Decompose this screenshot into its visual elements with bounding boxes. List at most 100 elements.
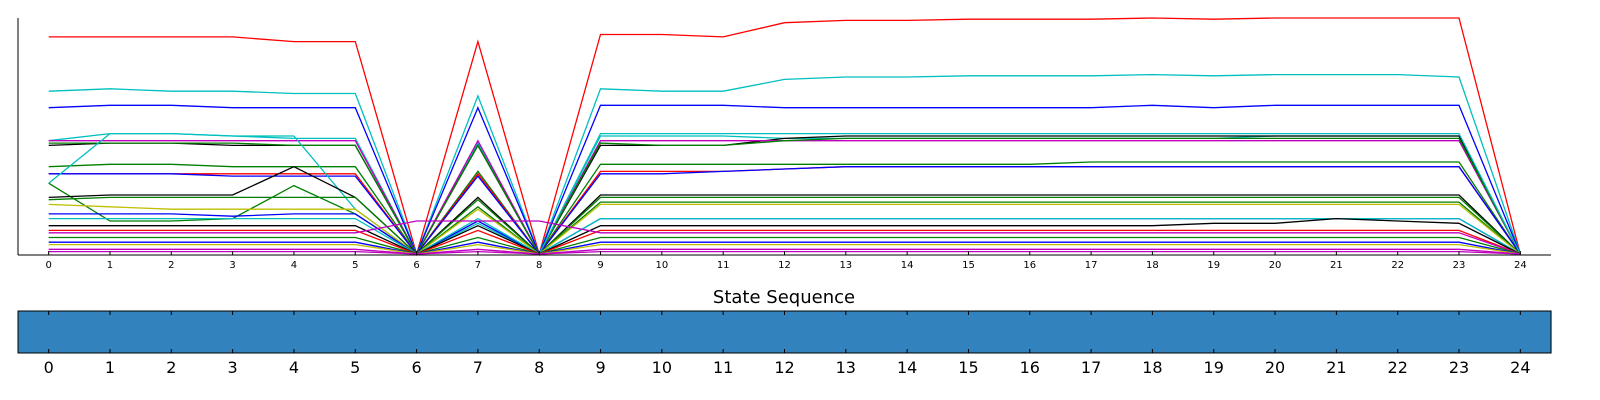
state-cell xyxy=(1060,311,1123,353)
state-x-tick-label: 16 xyxy=(1020,358,1040,377)
series-line-22 xyxy=(48,243,1521,255)
series-line-13 xyxy=(48,196,1521,255)
x-tick-label: 14 xyxy=(901,260,914,271)
series-line-14 xyxy=(48,203,1521,255)
state-x-tick-label: 6 xyxy=(411,358,421,377)
state-x-axis-ticks: 0 1 2 3 4 5 6 7 8 9 10 11 12 13 14 15 16 17 18 19 20 21 22 23 24 xyxy=(44,311,1531,377)
state-x-tick-label: 20 xyxy=(1265,358,1285,377)
state-cell xyxy=(18,311,80,353)
x-tick-label: 24 xyxy=(1514,260,1527,271)
x-tick-label: 20 xyxy=(1269,260,1282,271)
state-x-tick-label: 17 xyxy=(1081,358,1101,377)
state-cell xyxy=(324,311,387,353)
series-line-17 xyxy=(48,217,1521,255)
x-tick-label: 23 xyxy=(1453,260,1466,271)
state-cell xyxy=(447,311,510,353)
x-tick-label: 13 xyxy=(839,260,852,271)
state-x-tick-label: 15 xyxy=(958,358,978,377)
x-axis-ticks: 0 1 2 3 4 5 6 7 8 9 10 11 12 13 14 15 16 17 18 19 20 21 22 23 24 xyxy=(45,251,1527,271)
series-line-0 xyxy=(48,17,1521,257)
series-line-12 xyxy=(48,165,1521,255)
x-tick-label: 19 xyxy=(1207,260,1220,271)
state-x-tick-label: 13 xyxy=(836,358,856,377)
state-x-tick-label: 10 xyxy=(652,358,672,377)
state-cell xyxy=(1489,311,1552,353)
x-tick-label: 3 xyxy=(229,260,235,271)
state-x-tick-label: 3 xyxy=(228,358,238,377)
state-cell xyxy=(999,311,1062,353)
x-tick-label: 8 xyxy=(536,260,542,271)
x-tick-label: 10 xyxy=(655,260,668,271)
x-tick-label: 2 xyxy=(168,260,174,271)
state-x-tick-label: 18 xyxy=(1142,358,1162,377)
state-x-tick-label: 19 xyxy=(1204,358,1224,377)
state-cell xyxy=(385,311,448,353)
x-tick-label: 1 xyxy=(107,260,113,271)
state-cell xyxy=(1121,311,1184,353)
state-sequence-title: State Sequence xyxy=(713,287,855,308)
series-line-8 xyxy=(48,166,1521,256)
state-x-tick-label: 2 xyxy=(166,358,176,377)
x-tick-label: 17 xyxy=(1085,260,1098,271)
state-x-tick-label: 22 xyxy=(1388,358,1408,377)
state-cell xyxy=(1183,311,1245,353)
state-cell xyxy=(569,311,632,353)
state-cell xyxy=(1305,311,1368,353)
state-cells xyxy=(18,311,1552,353)
x-tick-label: 5 xyxy=(352,260,358,271)
series-line-21 xyxy=(48,241,1521,255)
series-line-1 xyxy=(48,73,1521,256)
series-line-19 xyxy=(48,220,1521,255)
state-x-tick-label: 21 xyxy=(1326,358,1346,377)
series-line-6 xyxy=(48,137,1521,256)
x-tick-label: 7 xyxy=(475,260,481,271)
series-line-20 xyxy=(48,236,1521,255)
x-tick-label: 6 xyxy=(413,260,419,271)
state-cell xyxy=(631,311,694,353)
series-line-11 xyxy=(48,182,1521,255)
state-x-tick-label: 14 xyxy=(897,358,917,377)
series-line-10 xyxy=(48,132,1521,255)
x-tick-label: 18 xyxy=(1146,260,1159,271)
state-cell xyxy=(508,311,571,353)
x-tick-label: 22 xyxy=(1391,260,1404,271)
state-x-tick-label: 7 xyxy=(473,358,483,377)
state-cell xyxy=(815,311,878,353)
series-line-23 xyxy=(48,248,1521,255)
x-tick-label: 4 xyxy=(291,260,297,271)
x-tick-label: 9 xyxy=(597,260,603,271)
state-x-tick-label: 11 xyxy=(713,358,733,377)
series-line-3 xyxy=(48,132,1521,256)
state-cell xyxy=(79,311,142,353)
x-tick-label: 16 xyxy=(1023,260,1036,271)
state-cell xyxy=(692,311,755,353)
state-x-tick-label: 23 xyxy=(1449,358,1469,377)
line-series-group xyxy=(48,17,1521,257)
state-cell xyxy=(140,311,203,353)
series-line-9 xyxy=(48,166,1521,256)
x-tick-label: 11 xyxy=(717,260,730,271)
state-cell xyxy=(201,311,264,353)
state-x-tick-label: 24 xyxy=(1510,358,1530,377)
state-cell xyxy=(876,311,939,353)
x-tick-label: 15 xyxy=(962,260,975,271)
state-x-tick-label: 9 xyxy=(595,358,605,377)
state-x-tick-label: 0 xyxy=(44,358,54,377)
state-sequence-chart: State Sequence 0 1 2 3 4 5 6 7 8 9 10 11 12 13 14 15 16 1… xyxy=(17,287,1552,377)
x-tick-label: 21 xyxy=(1330,260,1343,271)
series-line-15 xyxy=(48,213,1521,255)
series-line-18 xyxy=(48,229,1521,255)
series-line-16 xyxy=(48,217,1521,255)
x-tick-label: 12 xyxy=(778,260,791,271)
state-cell xyxy=(753,311,816,353)
state-x-tick-label: 4 xyxy=(289,358,299,377)
series-line-2 xyxy=(48,104,1521,256)
state-cell xyxy=(937,311,1000,353)
line-chart: 0 1 2 3 4 5 6 7 8 9 10 11 12 13 14 15 16 17 18 19 20 21 22 23 24 xyxy=(17,17,1551,271)
state-x-tick-label: 12 xyxy=(774,358,794,377)
state-cell xyxy=(1367,311,1429,353)
x-tick-label: 0 xyxy=(45,260,51,271)
state-x-tick-label: 8 xyxy=(534,358,544,377)
state-x-tick-label: 1 xyxy=(105,358,115,377)
